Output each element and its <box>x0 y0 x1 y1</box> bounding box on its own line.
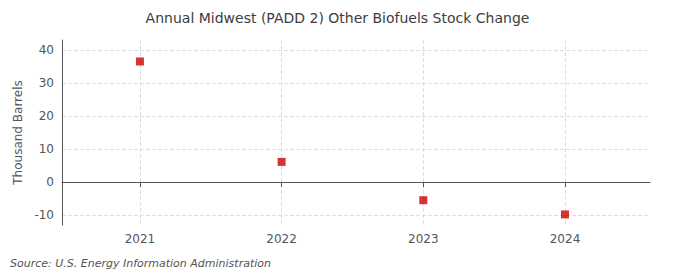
svg-text:Annual Midwest (PADD 2) Other: Annual Midwest (PADD 2) Other Biofuels S… <box>146 10 530 26</box>
svg-text:40: 40 <box>39 43 54 57</box>
svg-text:-10: -10 <box>34 208 54 222</box>
svg-text:10: 10 <box>39 142 54 156</box>
svg-text:2024: 2024 <box>550 232 581 246</box>
svg-text:30: 30 <box>39 76 54 90</box>
svg-text:Thousand Barrels: Thousand Barrels <box>11 80 25 185</box>
svg-text:Source: U.S. Energy Informatio: Source: U.S. Energy Information Administ… <box>10 257 271 270</box>
svg-text:2021: 2021 <box>125 232 156 246</box>
svg-text:20: 20 <box>39 109 54 123</box>
svg-text:0: 0 <box>46 175 54 189</box>
svg-text:2022: 2022 <box>266 232 297 246</box>
svg-text:2023: 2023 <box>408 232 439 246</box>
